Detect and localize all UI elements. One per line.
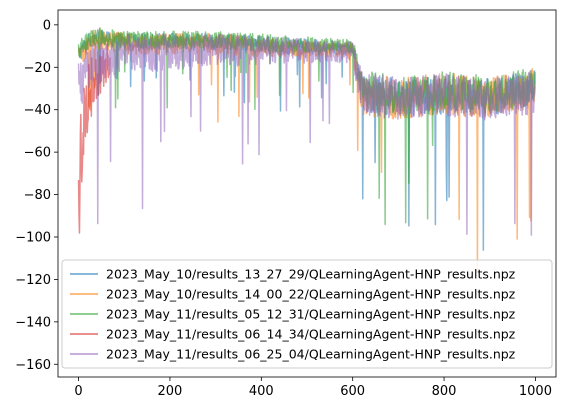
y-tick-label: −20 <box>24 61 51 76</box>
y-tick-label: −100 <box>15 230 51 245</box>
x-tick-label: 600 <box>340 384 365 399</box>
x-tick-label: 400 <box>249 384 274 399</box>
legend-label-1: 2023_May_10/results_13_27_29/QLearningAg… <box>106 267 516 282</box>
x-tick-label: 800 <box>432 384 457 399</box>
series-line-5 <box>77 33 536 236</box>
y-tick-label: −160 <box>15 358 51 373</box>
series-layer <box>77 27 536 273</box>
axes-layer: 0 200 400 600 800 1000 0 −20 −40 −60 −80 −100 −120 −1… <box>15 9 557 399</box>
x-tick-label: 1000 <box>519 384 552 399</box>
x-tick-label: 0 <box>74 384 82 399</box>
axes-frame <box>57 9 557 378</box>
y-tick-label: −120 <box>15 273 51 288</box>
y-tick-label: −40 <box>24 103 51 118</box>
legend-label-2: 2023_May_10/results_14_00_22/QLearningAg… <box>106 287 516 302</box>
legend: 2023_May_10/results_13_27_29/QLearningAg… <box>61 259 553 369</box>
legend-label-5: 2023_May_11/results_06_25_04/QLearningAg… <box>106 347 516 362</box>
y-tick-label: −140 <box>15 315 51 330</box>
y-tick-label: −60 <box>24 146 51 161</box>
legend-label-3: 2023_May_11/results_05_12_31/QLearningAg… <box>106 307 516 322</box>
x-tick-label: 200 <box>158 384 183 399</box>
legend-box <box>61 259 553 369</box>
y-tick-label: 0 <box>43 18 51 33</box>
y-tick-label: −80 <box>24 188 51 203</box>
legend-label-4: 2023_May_11/results_06_14_34/QLearningAg… <box>106 327 516 342</box>
